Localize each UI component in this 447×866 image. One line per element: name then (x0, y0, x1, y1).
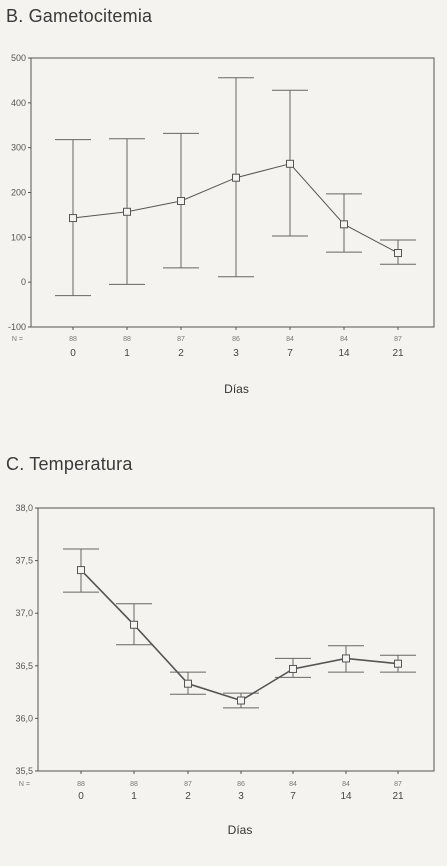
temperatura-x-tick-label: 0 (78, 791, 84, 802)
temperatura-data-point (394, 659, 402, 668)
gametocitemia-y-tick-label: 100 (11, 232, 26, 242)
gametocitemia-data-point (394, 249, 402, 258)
temperatura-n-count: 87 (184, 781, 192, 788)
temperatura-data-point (77, 566, 85, 575)
gametocitemia-y-tick-label: 300 (11, 143, 26, 153)
temperatura-x-tick-label: 2 (185, 791, 191, 802)
gametocitemia-chart-title: B. Gametocitemia (6, 6, 153, 26)
gametocitemia-x-axis-title: Días (224, 382, 249, 396)
temperatura-x-tick-label: 14 (340, 791, 352, 802)
temperatura-n-count: 84 (342, 781, 350, 788)
temperatura-y-tick-label: 38,0 (15, 503, 33, 513)
gametocitemia-n-count: 88 (123, 336, 131, 343)
gametocitemia-n-count: 87 (394, 336, 402, 343)
gametocitemia-data-point (340, 220, 348, 229)
gametocitemia-n-count: 84 (340, 336, 348, 343)
temperatura-x-tick-label: 1 (131, 791, 137, 802)
gametocitemia-n-count: 88 (69, 336, 77, 343)
gametocitemia-x-tick-label: 7 (287, 348, 293, 359)
gametocitemia-x-tick-label: 21 (392, 348, 404, 359)
gametocitemia-y-tick-label: 200 (11, 188, 26, 198)
gametocitemia-data-point (69, 214, 77, 223)
gametocitemia-y-tick-label: -100 (8, 322, 26, 332)
temperatura-x-tick-label: 21 (392, 791, 404, 802)
gametocitemia-n-count: 84 (286, 336, 294, 343)
temperatura-n-count: 84 (289, 781, 297, 788)
temperatura-n-count: 88 (130, 781, 138, 788)
gametocitemia-n-count: 86 (232, 336, 240, 343)
gametocitemia-n-prefix: N = (12, 336, 23, 343)
temperatura-n-prefix: N = (19, 781, 30, 788)
temperatura-chart-title: C. Temperatura (6, 454, 133, 474)
temperatura-y-tick-label: 35,5 (15, 766, 33, 776)
temperatura-data-point (289, 664, 297, 673)
gametocitemia-y-tick-label: 0 (21, 277, 26, 287)
gametocitemia-data-point (232, 173, 240, 182)
temperatura-x-tick-label: 3 (238, 791, 244, 802)
temperatura-plot-frame (37, 507, 435, 772)
temperatura-data-point (237, 696, 245, 705)
temperatura-x-axis-title: Días (228, 823, 253, 837)
gametocitemia-n-count: 87 (177, 336, 185, 343)
gametocitemia-x-tick-label: 3 (233, 348, 239, 359)
temperatura-data-point (130, 620, 138, 629)
temperatura-chart-panel: C. Temperatura 38,0 37,5 37,0 36,5 36,0 35,5 N… (0, 448, 447, 866)
gametocitemia-data-point (286, 159, 294, 168)
temperatura-n-count: 86 (237, 781, 245, 788)
gametocitemia-x-tick-label: 2 (178, 348, 184, 359)
gametocitemia-chart-panel: B. Gametocitemia 500 400 300 200 100 0 -100 N =… (0, 0, 447, 420)
gametocitemia-chart: 500 400 300 200 100 0 -100 N = 88 0 88 1 87 2 86 3 84 7 84… (8, 53, 435, 396)
gametocitemia-x-tick-label: 14 (338, 348, 350, 359)
temperatura-y-tick-label: 37,0 (15, 608, 33, 618)
temperatura-y-tick-label: 37,5 (15, 556, 33, 566)
gametocitemia-data-point (123, 207, 131, 216)
temperatura-y-tick-label: 36,0 (15, 713, 33, 723)
temperatura-y-tick-label: 36,5 (15, 661, 33, 671)
gametocitemia-y-tick-label: 400 (11, 98, 26, 108)
gametocitemia-data-point (177, 197, 185, 206)
temperatura-chart: 38,0 37,5 37,0 36,5 36,0 35,5 N = 88 0 88 1 87 2 86 3 8… (15, 503, 435, 837)
temperatura-n-count: 87 (394, 781, 402, 788)
temperatura-data-point (184, 679, 192, 688)
gametocitemia-plot-frame (30, 57, 435, 328)
gametocitemia-x-tick-label: 0 (70, 348, 76, 359)
gametocitemia-y-tick-label: 500 (11, 53, 26, 63)
temperatura-data-point (342, 654, 350, 663)
gametocitemia-x-tick-label: 1 (124, 348, 130, 359)
temperatura-series-line (80, 569, 399, 702)
temperatura-n-count: 88 (77, 781, 85, 788)
temperatura-x-tick-label: 7 (290, 791, 296, 802)
